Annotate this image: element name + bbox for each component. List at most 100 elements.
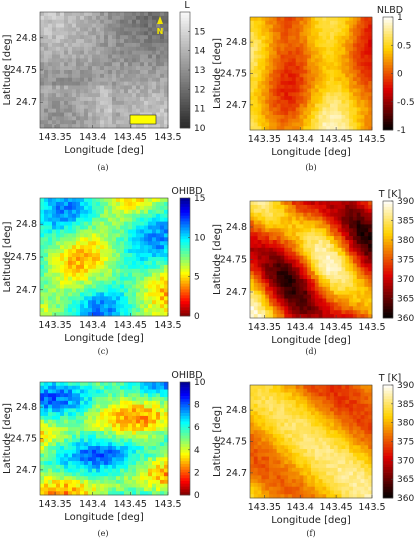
heatmap-panel-f: 143.35 143.4 143.45 143.5 24.7 24.75 24.8 Longi… [212, 373, 414, 538]
heatmap-image [250, 385, 373, 499]
colorbar-tick-label: 370 [397, 275, 414, 285]
x-tick-label: 143.4 [287, 322, 314, 333]
colorbar-tick-label: -1 [397, 126, 406, 136]
colorbar-tick-label: -0.5 [397, 98, 414, 108]
x-tick-label: 143.4 [287, 134, 314, 145]
y-axis-label: Latitude [deg] [2, 403, 13, 474]
heatmap-panel-e: 143.35 143.4 143.45 143.5 24.7 24.75 24.8 Longi… [2, 370, 206, 538]
x-axis-label: Longitude [deg] [64, 145, 144, 156]
x-tick-label: 143.4 [287, 502, 314, 513]
colorbar-tick-label: 370 [397, 456, 414, 466]
x-tick-label: 143.35 [38, 499, 71, 510]
x-tick-label: 143.45 [319, 322, 352, 333]
colorbar-title: OHIBD [171, 370, 202, 381]
x-axis-label: Longitude [deg] [64, 333, 144, 344]
y-tick-label: 24.7 [226, 287, 247, 298]
panel-caption: (f) [306, 529, 315, 538]
colorbar-tick-label: 385 [397, 400, 414, 410]
colorbar: 10 11 12 13 14 15 L [179, 0, 206, 134]
north-arrow-icon [157, 16, 163, 24]
colorbar-tick-label: 380 [397, 236, 414, 246]
x-axis-label: Longitude [deg] [64, 512, 144, 523]
heatmap-panel-b: 143.35 143.4 143.45 143.5 24.7 24.75 24.8 Longi… [212, 5, 414, 172]
x-tick-label: 143.35 [38, 320, 71, 331]
x-tick-label: 143.35 [248, 322, 281, 333]
x-tick-label: 143.4 [79, 132, 106, 143]
north-label: N [157, 27, 164, 36]
panel-caption: (b) [305, 163, 316, 172]
colorbar-tick-label: 365 [397, 295, 414, 305]
x-tick-label: 143.5 [154, 499, 181, 510]
colorbar-title: OHIBD [171, 186, 202, 197]
y-tick-label: 24.75 [220, 69, 247, 80]
colorbar-tick-label: 390 [397, 197, 414, 207]
y-tick-label: 24.8 [16, 33, 37, 44]
highlight-rectangle [129, 114, 157, 125]
colorbar-tick-label: 375 [397, 438, 414, 448]
y-tick-label: 24.8 [226, 222, 247, 233]
heatmap-panel-a: 143.35 143.4 143.45 143.5 24.7 24.75 24.8 Longi… [2, 0, 206, 172]
y-tick-label: 24.8 [226, 405, 247, 416]
x-tick-label: 143.5 [358, 134, 385, 145]
y-tick-label: 24.75 [10, 65, 37, 76]
x-tick-label: 143.5 [358, 502, 385, 513]
colorbar-tick-label: 385 [397, 217, 414, 227]
panel-caption: (d) [305, 347, 316, 356]
colorbar-tick-label: 365 [397, 475, 414, 485]
y-tick-label: 24.7 [16, 97, 37, 108]
y-axis-label: Latitude [deg] [2, 34, 13, 105]
colorbar-tick-label: 4 [194, 446, 200, 456]
colorbar-tick-label: 13 [194, 66, 205, 76]
colorbar-tick-label: 6 [194, 423, 200, 433]
heatmap-panel-c: 143.35 143.4 143.45 143.5 24.7 24.75 24.8 Longi… [2, 186, 206, 356]
x-tick-label: 143.5 [154, 132, 181, 143]
y-tick-label: 24.75 [220, 255, 247, 266]
x-tick-label: 143.4 [79, 499, 106, 510]
colorbar-tick-label: 375 [397, 256, 414, 266]
colorbar-tick-label: 15 [194, 194, 205, 204]
colorbar-tick-label: 15 [194, 27, 205, 37]
y-tick-label: 24.75 [10, 434, 37, 445]
y-axis-label: Latitude [deg] [212, 406, 223, 477]
heatmap-image [250, 17, 373, 131]
panel-caption: (a) [97, 163, 108, 172]
y-axis-label: Latitude [deg] [2, 221, 13, 292]
x-axis-label: Longitude [deg] [271, 147, 351, 158]
y-tick-label: 24.7 [16, 465, 37, 476]
y-tick-label: 24.8 [16, 219, 37, 230]
colorbar-tick-label: 0.5 [397, 41, 411, 51]
x-axis-label: Longitude [deg] [271, 335, 351, 346]
colorbar-tick-label: 10 [194, 233, 206, 243]
colorbar-tick-label: 10 [194, 378, 206, 388]
heatmap-image [250, 201, 373, 319]
x-tick-label: 143.35 [248, 134, 281, 145]
colorbar-tick-label: 0 [194, 312, 200, 322]
colorbar-tick-label: 11 [194, 105, 205, 115]
colorbar-title: NLBD [377, 5, 403, 16]
colorbar-tick-label: 0 [397, 70, 403, 80]
colorbar-tick-label: 14 [194, 47, 206, 57]
colorbar-title: L [184, 0, 190, 11]
colorbar-tick-label: 360 [397, 494, 414, 504]
heatmap-image [40, 12, 169, 129]
y-tick-label: 24.8 [226, 37, 247, 48]
colorbar-tick-label: 2 [194, 468, 200, 478]
y-axis-label: Latitude [deg] [212, 38, 223, 109]
x-tick-label: 143.45 [114, 320, 147, 331]
panel-caption: (e) [98, 529, 109, 538]
colorbar-tick-label: 380 [397, 419, 414, 429]
panel-caption: (c) [98, 347, 109, 356]
heatmap-image [40, 382, 169, 496]
y-tick-label: 24.7 [16, 285, 37, 296]
colorbar-tick-label: 8 [194, 401, 200, 411]
colorbar-tick-label: 5 [194, 273, 200, 283]
colorbar-tick-label: 0 [194, 491, 200, 501]
x-axis-label: Longitude [deg] [271, 515, 351, 526]
colorbar-tick-label: 360 [397, 314, 414, 324]
y-tick-label: 24.8 [16, 402, 37, 413]
